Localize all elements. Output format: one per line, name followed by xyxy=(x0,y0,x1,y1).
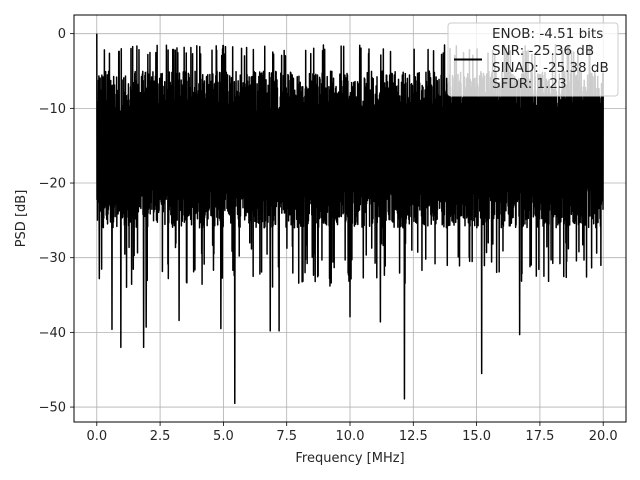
x-tick-label: 17.5 xyxy=(525,429,554,444)
y-tick-label: −40 xyxy=(39,326,66,341)
legend-entry-enob: ENOB: -4.51 bits xyxy=(492,26,603,42)
x-axis-label: Frequency [MHz] xyxy=(295,451,404,466)
x-axis: 0.0 2.5 5.0 7.5 10.0 12.5 15.0 17.5 20.0 xyxy=(86,422,618,444)
y-tick-label: 0 xyxy=(58,27,66,42)
x-tick-label: 20.0 xyxy=(589,429,618,444)
legend-entry-sfdr: SFDR: 1.23 xyxy=(492,76,567,92)
legend-entry-sinad: SINAD: -25.38 dB xyxy=(492,60,609,76)
x-tick-label: 15.0 xyxy=(462,429,491,444)
legend: ENOB: -4.51 bits SNR: -25.36 dB SINAD: -… xyxy=(447,22,619,97)
x-tick-label: 0.0 xyxy=(86,429,107,444)
x-tick-label: 10.0 xyxy=(336,429,365,444)
y-tick-label: −10 xyxy=(39,102,66,117)
x-tick-label: 12.5 xyxy=(399,429,428,444)
x-tick-label: 2.5 xyxy=(150,429,171,444)
y-tick-label: −20 xyxy=(39,177,66,192)
y-tick-label: −50 xyxy=(39,401,66,416)
x-tick-label: 7.5 xyxy=(276,429,297,444)
y-axis: 0 −10 −20 −30 −40 −50 xyxy=(39,27,74,416)
legend-box xyxy=(447,22,619,97)
legend-entry-snr: SNR: -25.36 dB xyxy=(492,43,594,59)
y-axis-label: PSD [dB] xyxy=(14,190,29,248)
y-tick-label: −30 xyxy=(39,251,66,266)
x-tick-label: 5.0 xyxy=(213,429,234,444)
